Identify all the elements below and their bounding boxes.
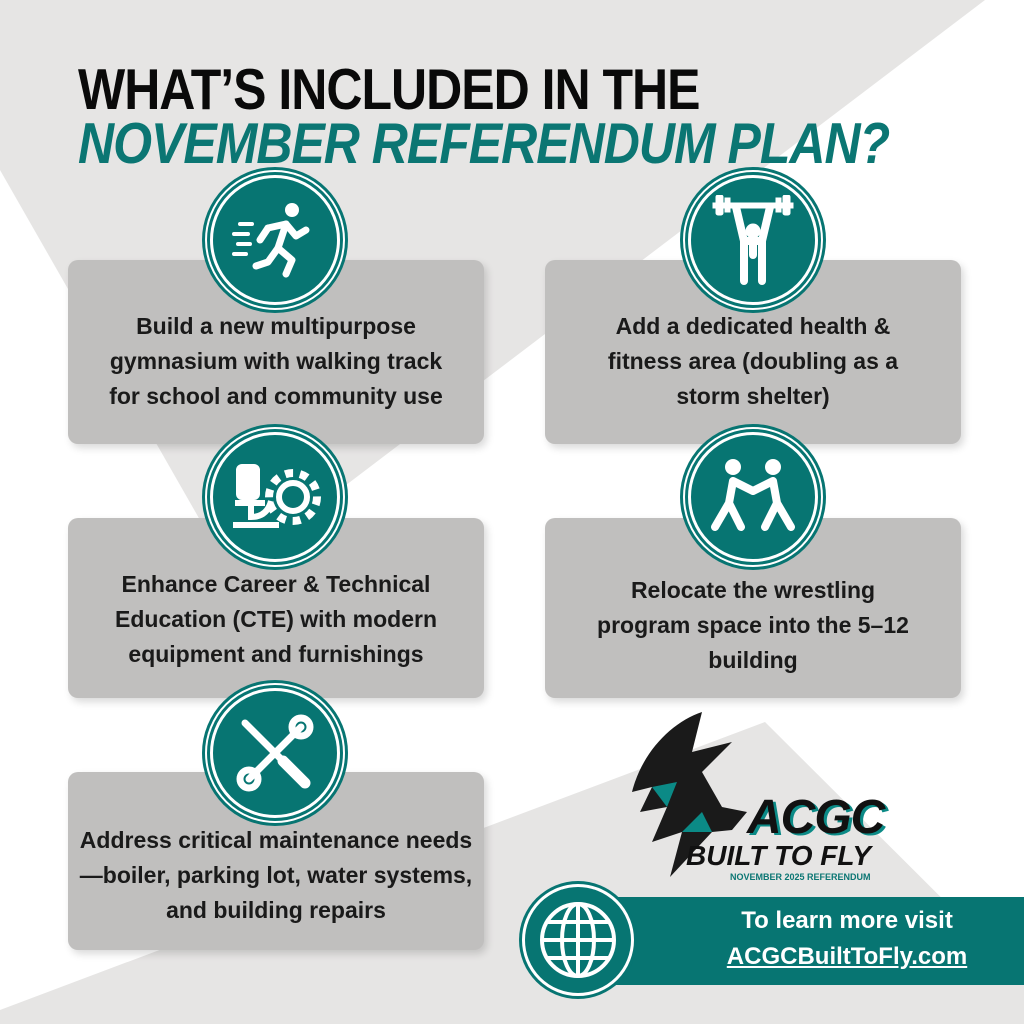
wrench-screwdriver-icon <box>205 683 345 823</box>
item-text: Relocate the wrestling program space int… <box>597 577 909 673</box>
learn-more-text: To learn more visit <box>741 907 953 934</box>
weightlifter-icon <box>683 170 823 310</box>
item-text: Build a new multipurpose gymnasium with … <box>109 313 443 409</box>
learn-more-banner: To learn more visit ACGCBuiltToFly.com <box>600 897 1024 985</box>
item-card-gymnasium: Build a new multipurpose gymnasium with … <box>68 260 484 444</box>
website-link[interactable]: ACGCBuiltToFly.com <box>726 943 968 970</box>
runner-icon <box>205 170 345 310</box>
item-text: Add a dedicated health & fitness area (d… <box>607 313 899 409</box>
item-text: Enhance Career & Technical Education (CT… <box>115 571 437 667</box>
acgc-logo: ACGC BUILT TO FLY NOVEMBER 2025 REFEREND… <box>622 712 892 882</box>
logo-name: ACGC <box>747 791 885 844</box>
wrestlers-icon <box>683 427 823 567</box>
headline-line1: WHAT’S INCLUDED IN THE <box>78 57 700 122</box>
item-text: Address critical maintenance needs—boile… <box>79 827 473 923</box>
eagle-icon <box>632 712 747 877</box>
logo-tagline: BUILT TO FLY <box>686 840 872 871</box>
headline-line2: NOVEMBER REFERENDUM PLAN? <box>78 111 890 176</box>
logo-subtitle: NOVEMBER 2025 REFERENDUM <box>730 872 871 882</box>
microscope-gear-icon <box>205 427 345 567</box>
globe-icon <box>522 884 634 996</box>
